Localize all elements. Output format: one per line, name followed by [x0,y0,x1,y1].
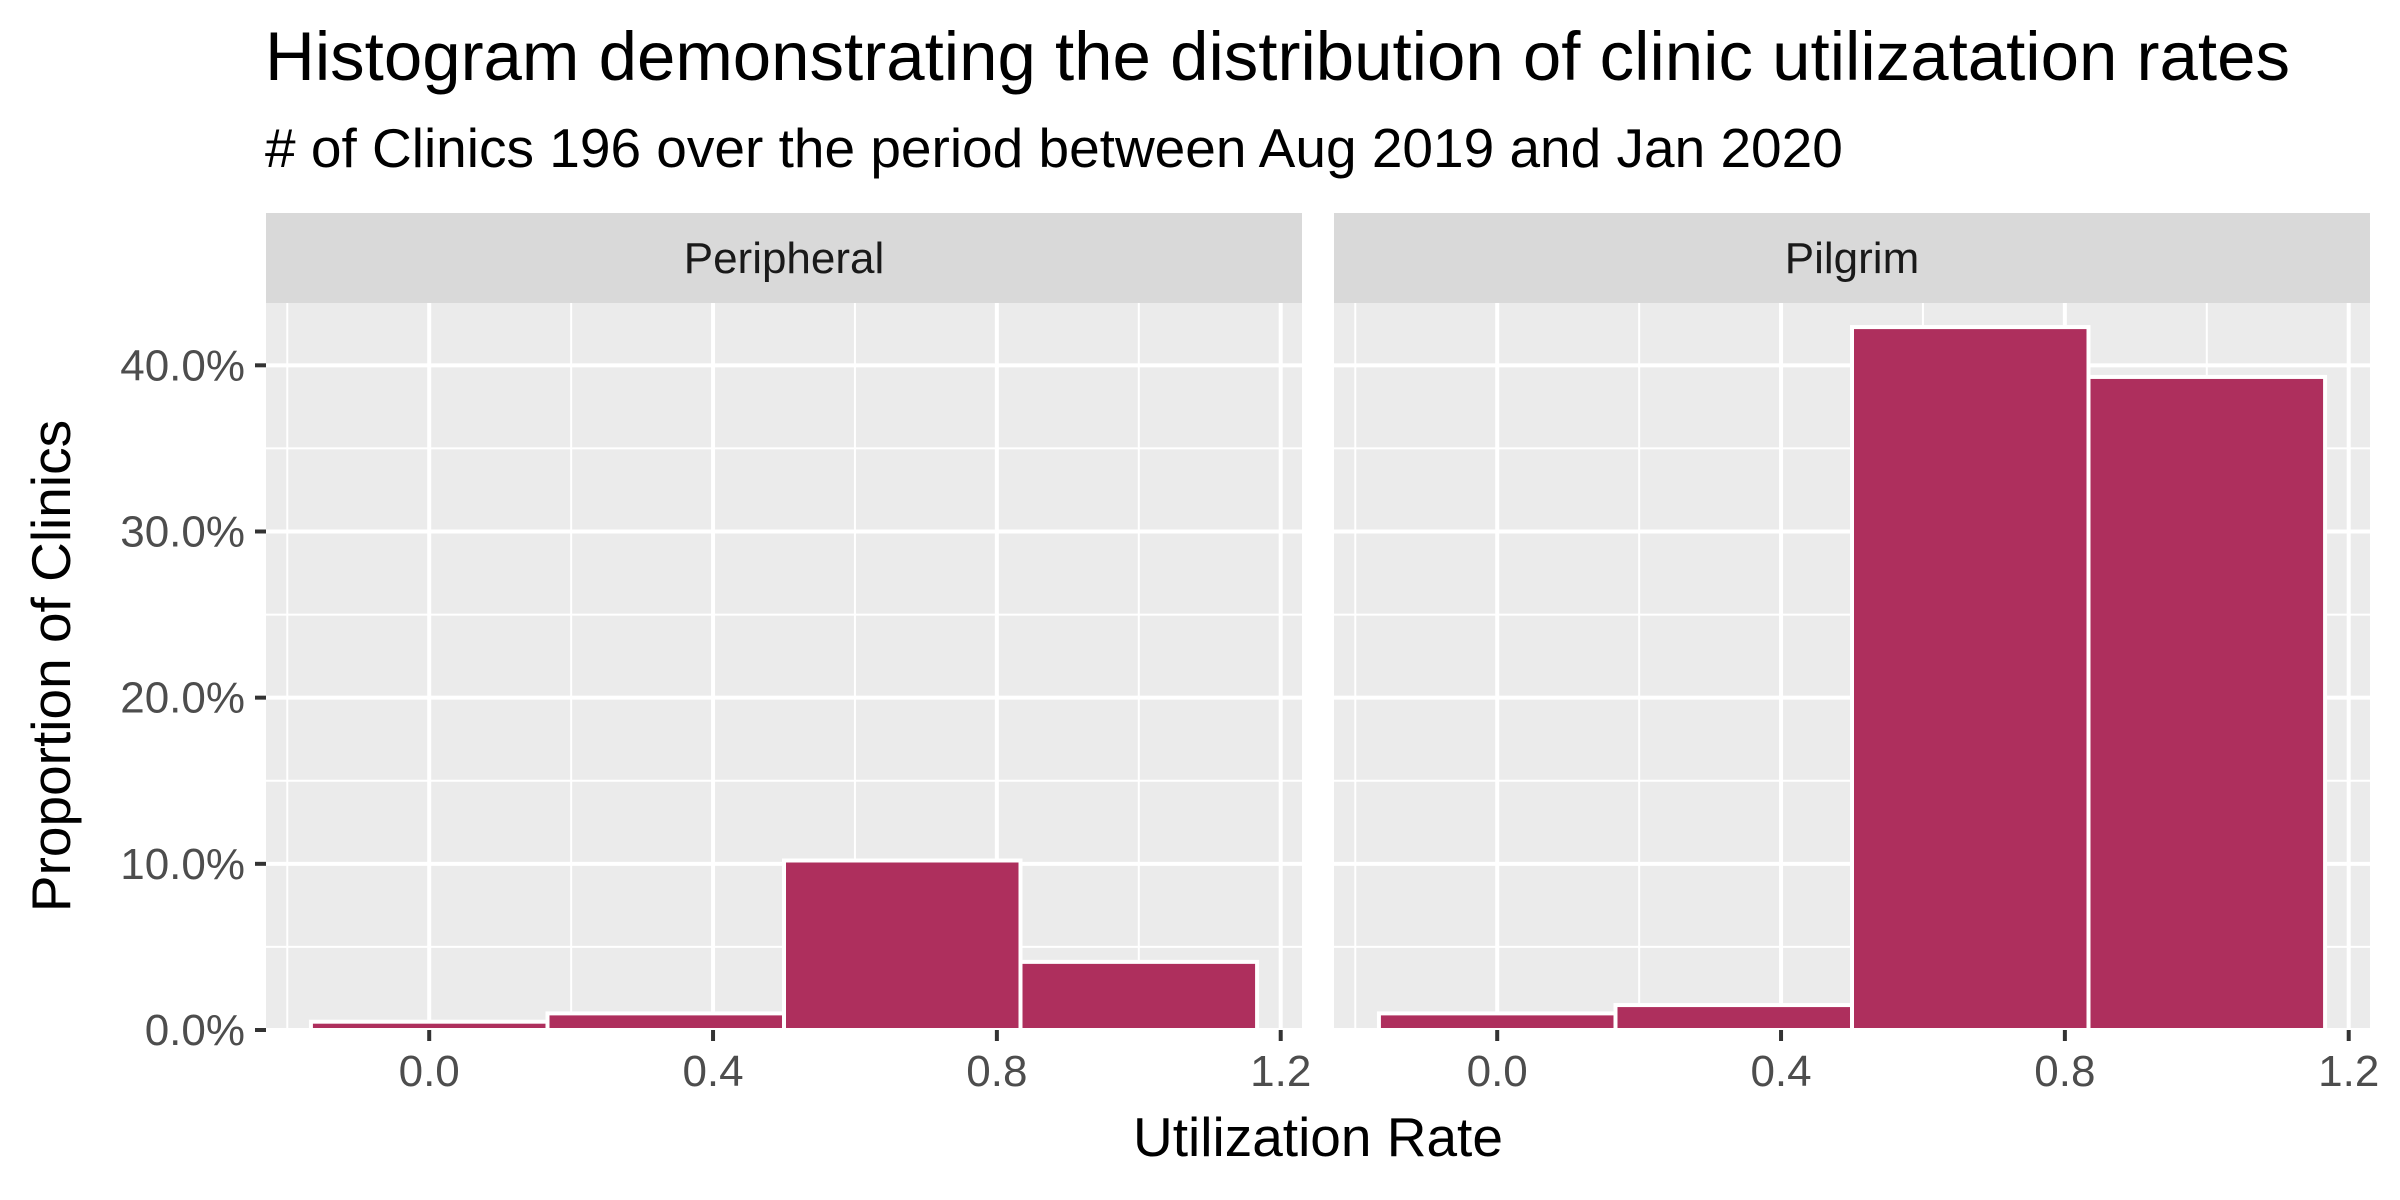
y-tick-label: 40.0% [120,341,245,390]
histogram-bar [545,1011,786,1033]
x-tick-label: 0.0 [399,1047,460,1096]
facet-strip-label: Peripheral [684,234,885,283]
histogram-bar [1850,325,2091,1032]
histogram-bar [1613,1003,1855,1032]
facet-strip [266,213,1302,303]
y-tick-label: 30.0% [120,507,245,556]
x-tick-label: 0.0 [1467,1047,1528,1096]
x-tick-label: 0.8 [966,1047,1027,1096]
x-tick-label: 0.8 [2034,1047,2095,1096]
facet-strip-label: Pilgrim [1785,234,1919,283]
y-tick-label: 0.0% [145,1006,245,1055]
x-tick-label: 0.4 [1750,1047,1811,1096]
y-axis: 0.0% 10.0% 20.0% 30.0% 40.0% [120,341,266,1055]
facet-panel-peripheral: Peripheral 0.0 0.4 0.8 1.2 [266,213,1311,1096]
facet-panel-pilgrim: Pilgrim 0.0 0.4 0.8 1.2 [1334,213,2379,1096]
y-tick-label: 20.0% [120,674,245,723]
y-tick-label: 10.0% [120,840,245,889]
histogram-bar [1018,959,1260,1032]
chart-subtitle: # of Clinics 196 over the period between… [265,117,1843,179]
chart-title: Histogram demonstrating the distribution… [265,18,2290,95]
facet-panels: Peripheral 0.0 0.4 0.8 1.2 Pilgrim 0.0 0.4 0.8 1.… [266,213,2379,1096]
histogram-bar [2086,374,2328,1032]
y-axis-title: Proportion of Clinics [20,420,82,912]
x-tick-label: 1.2 [1250,1047,1311,1096]
histogram-bar [308,1019,550,1032]
histogram-bar [782,858,1023,1032]
x-axis-title: Utilization Rate [1133,1106,1503,1168]
facet-strip [1334,213,2370,303]
x-tick-label: 1.2 [2318,1047,2379,1096]
x-tick-label: 0.4 [682,1047,743,1096]
histogram-bar [1376,1011,1618,1033]
